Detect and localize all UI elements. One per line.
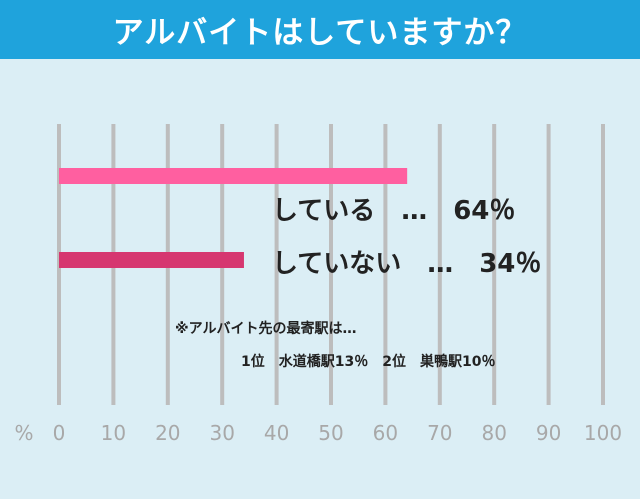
- tick-label-90: 90: [536, 421, 561, 445]
- tick-label-20: 20: [155, 421, 180, 445]
- tick-label-30: 30: [209, 421, 234, 445]
- note-heading: ※アルバイト先の最寄駅は…: [175, 321, 357, 337]
- bar-2: [59, 252, 244, 268]
- tick-label-80: 80: [481, 421, 506, 445]
- bar-1: [59, 168, 408, 184]
- bar-label-2: していない … 34％: [272, 249, 542, 279]
- tick-label-60: 60: [373, 421, 398, 445]
- tick-label-100: 100: [584, 421, 622, 445]
- chart-title: アルバイトはしていますか？: [0, 0, 640, 59]
- tick-label-70: 70: [427, 421, 452, 445]
- bar-label-1: している … 64％: [272, 196, 516, 226]
- tick-label-0: 0: [53, 421, 66, 445]
- tick-label-50: 50: [318, 421, 343, 445]
- note-ranking: 1位 水道橋駅13％ 2位 巣鴨駅10％: [241, 354, 496, 370]
- x-axis-label: %: [14, 421, 33, 445]
- tick-label-40: 40: [264, 421, 289, 445]
- tick-label-10: 10: [101, 421, 126, 445]
